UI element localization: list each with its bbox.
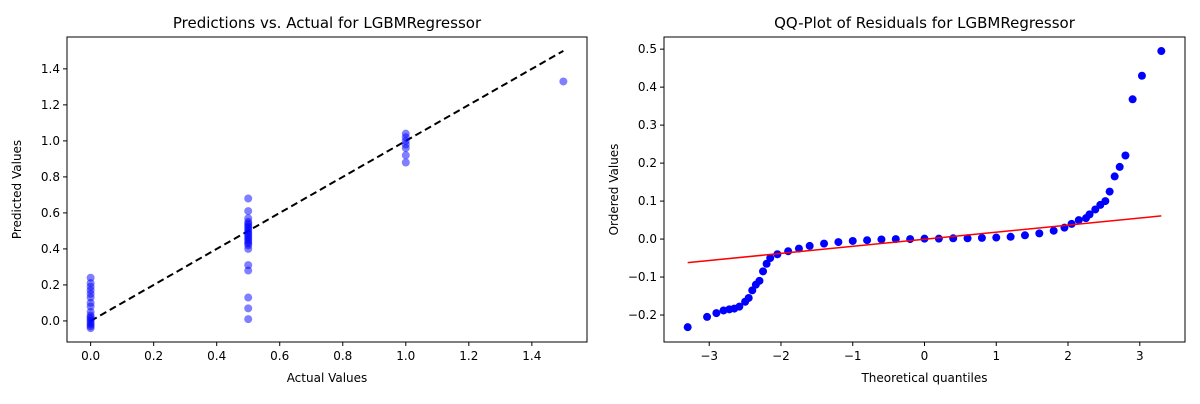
point: [244, 194, 253, 203]
point: [244, 207, 253, 216]
plot-frame: [663, 36, 1186, 343]
points: [86, 77, 568, 333]
point: [1067, 219, 1076, 228]
point: [401, 129, 410, 138]
point: [559, 77, 568, 86]
y-tick-label: 0.6: [41, 206, 60, 220]
point: [755, 276, 764, 285]
point: [1157, 47, 1166, 56]
y-tick-label: 0.4: [41, 242, 60, 256]
point: [805, 241, 814, 250]
point: [766, 254, 775, 263]
x-tick-label: 0.2: [144, 349, 163, 363]
x-tick-label: 1: [992, 349, 1000, 363]
point: [244, 261, 253, 270]
point: [863, 236, 872, 245]
y-tick-label: 1.2: [41, 98, 60, 112]
y-axis-label: Ordered Values: [607, 144, 621, 236]
reference-line: [687, 215, 1162, 264]
point: [848, 236, 857, 245]
x-axis-label: Theoretical quantiles: [860, 371, 987, 385]
y-tick-label: 1.4: [41, 62, 60, 76]
x-tick-label: 0.8: [333, 349, 352, 363]
plot-frame: [66, 36, 588, 343]
x-tick-label: −1: [844, 349, 862, 363]
point: [703, 312, 712, 321]
point: [244, 214, 253, 223]
y-axis-label: Predicted Values: [10, 140, 24, 239]
point: [744, 293, 753, 302]
point: [401, 158, 410, 167]
point: [963, 234, 972, 243]
point: [762, 259, 771, 268]
point: [891, 235, 900, 244]
x-tick-label: 0.0: [81, 349, 100, 363]
point: [1049, 226, 1058, 235]
point: [992, 233, 1001, 242]
point: [1110, 172, 1119, 181]
x-tick-label: −3: [700, 349, 718, 363]
point: [1115, 162, 1124, 171]
y-tick-label: 0.1: [638, 194, 657, 208]
point: [401, 151, 410, 160]
point: [906, 235, 915, 244]
point: [1035, 229, 1044, 238]
point: [1074, 216, 1083, 225]
y-tick-label: 1.0: [41, 134, 60, 148]
chart-title: Predictions vs. Actual for LGBMRegressor: [173, 14, 482, 32]
point: [977, 233, 986, 242]
x-tick-label: 1.4: [522, 349, 541, 363]
point: [877, 235, 886, 244]
point: [1101, 197, 1110, 206]
point: [1128, 95, 1137, 104]
point: [784, 247, 793, 256]
point: [820, 239, 829, 248]
point: [1121, 151, 1130, 160]
point: [712, 309, 721, 318]
points: [683, 47, 1166, 332]
y-tick-label: 0.8: [41, 170, 60, 184]
point: [834, 238, 843, 247]
chart-title: QQ-Plot of Residuals for LGBMRegressor: [774, 14, 1076, 32]
point: [735, 302, 744, 311]
x-tick-label: 0.6: [270, 349, 289, 363]
x-tick-label: 3: [1136, 349, 1144, 363]
point: [244, 304, 253, 313]
x-axis-label: Actual Values: [287, 371, 368, 385]
x-tick-label: 0.4: [207, 349, 226, 363]
y-tick-label: 0.0: [638, 232, 657, 246]
y-tick-label: −0.2: [628, 308, 657, 322]
reference-line: [90, 49, 564, 322]
y-tick-label: 0.2: [638, 156, 657, 170]
x-tick-label: 1.2: [459, 349, 478, 363]
x-tick-label: −2: [772, 349, 790, 363]
y-tick-label: 0.0: [41, 314, 60, 328]
y-tick-label: 0.3: [638, 118, 657, 132]
point: [748, 286, 757, 295]
point: [759, 267, 768, 276]
point: [244, 315, 253, 324]
point: [934, 234, 943, 243]
point: [683, 323, 692, 332]
point: [1105, 187, 1114, 196]
point: [1020, 231, 1029, 240]
point: [1006, 232, 1015, 241]
point: [86, 273, 95, 282]
point: [244, 293, 253, 302]
y-tick-label: −0.1: [628, 270, 657, 284]
x-tick-label: 1.0: [396, 349, 415, 363]
y-tick-label: 0.4: [638, 80, 657, 94]
y-tick-label: 0.2: [41, 278, 60, 292]
x-tick-label: 0: [921, 349, 929, 363]
y-tick-label: 0.5: [638, 42, 657, 56]
point: [1137, 71, 1146, 80]
point: [1085, 210, 1094, 219]
x-tick-label: 2: [1064, 349, 1072, 363]
point: [794, 244, 803, 253]
